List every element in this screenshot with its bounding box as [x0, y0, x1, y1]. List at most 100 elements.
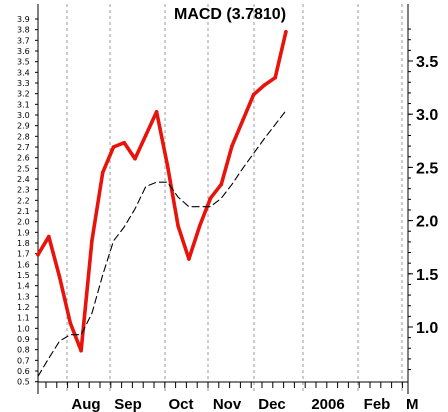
signal-point [253, 153, 254, 154]
signal-line [37, 110, 287, 377]
signal-point [156, 182, 157, 183]
left-tick-label: 1.9 [17, 228, 30, 237]
macd-point [79, 348, 83, 353]
signal-point [48, 358, 49, 359]
left-tick-label: 1.1 [17, 314, 30, 323]
signal-point [37, 376, 38, 377]
left-tick-label: 0.7 [17, 356, 30, 365]
signal-point [145, 186, 146, 187]
x-tick-label-m: M [406, 396, 419, 412]
x-tick-label-aug: Aug [71, 396, 100, 412]
left-tick-label: 3.3 [17, 79, 30, 88]
left-tick-label: 3.6 [17, 47, 30, 56]
left-tick-label: 3.7 [17, 36, 30, 45]
x-tick-label-2006: 2006 [311, 396, 344, 412]
left-tick-label: 2.4 [17, 175, 30, 184]
x-tick-label-dec: Dec [258, 396, 286, 412]
signal-point [124, 226, 125, 227]
signal-point [210, 206, 211, 207]
left-tick-label: 2.7 [17, 143, 30, 152]
signal-point [242, 168, 243, 169]
macd-point [176, 224, 180, 228]
left-tick-label: 3.4 [17, 68, 30, 77]
right-tick-label: 1.5 [416, 267, 438, 284]
left-tick-label: 1.0 [17, 324, 30, 333]
signal-point [70, 334, 71, 335]
right-tick-label: 2.5 [416, 160, 438, 177]
left-tick-label: 3.5 [17, 58, 30, 67]
left-tick-label: 0.8 [17, 346, 30, 355]
x-tick-label-feb: Feb [364, 396, 391, 412]
signal-point [221, 198, 222, 199]
left-tick-label: 2.5 [17, 164, 30, 173]
left-tick-label: 3.9 [17, 15, 30, 24]
left-tick-label: 2.2 [17, 196, 30, 205]
macd-point [165, 163, 170, 167]
left-tick-label: 1.3 [17, 292, 30, 301]
left-tick-label: 1.7 [17, 250, 30, 259]
signal-point [134, 208, 135, 209]
left-tick-label: 2.0 [17, 218, 30, 227]
macd-point [284, 30, 288, 34]
signal-point [199, 206, 200, 207]
signal-point [188, 206, 189, 207]
left-axis: 0.5 0.6 0.70.8 0.9 1.01.1 1.2 1.31.4 1.5 1.61.7 1… [17, 15, 38, 387]
left-tick-label: 3.8 [17, 26, 30, 35]
macd-line [36, 29, 288, 353]
left-tick-label: 3.1 [17, 100, 30, 109]
signal-point [81, 334, 82, 335]
left-tick-label: 1.8 [17, 239, 30, 248]
right-tick-label: 2.0 [416, 214, 438, 231]
macd-point [90, 239, 94, 243]
macd-point [111, 145, 116, 149]
macd-point [133, 156, 137, 161]
left-tick-label: 1.6 [17, 260, 30, 269]
signal-point [113, 240, 114, 241]
signal-point [102, 274, 103, 275]
macd-point [197, 224, 202, 228]
macd-point [100, 170, 105, 175]
x-tick-label-oct: Oct [168, 396, 193, 412]
macd-point [273, 75, 278, 80]
signal-point [285, 110, 286, 111]
signal-point [264, 138, 265, 139]
right-tick-label: 3.0 [416, 107, 438, 124]
macd-point [262, 83, 267, 87]
macd-point [36, 252, 40, 257]
x-tick-label-nov: Nov [213, 396, 242, 412]
right-tick-label: 3.5 [416, 54, 438, 71]
chart-title: MACD (3.7810) [174, 6, 286, 23]
left-tick-label: 1.5 [17, 271, 30, 280]
left-tick-label: 0.6 [17, 367, 30, 376]
macd-point [219, 182, 224, 187]
signal-point [275, 124, 276, 125]
signal-point [59, 341, 60, 342]
macd-point [251, 92, 256, 97]
x-tick-label-sep: Sep [114, 396, 142, 412]
macd-point [122, 140, 126, 145]
macd-point [47, 234, 51, 239]
left-tick-label: 0.9 [17, 335, 30, 344]
right-axis: 1.0 1.5 2.0 2.5 3.0 3.5 [408, 28, 438, 371]
left-tick-label: 1.2 [17, 303, 30, 312]
macd-point [144, 133, 148, 138]
left-tick-label: 2.8 [17, 132, 30, 141]
signal-point [178, 197, 179, 198]
left-tick-label: 0.5 [17, 378, 30, 387]
left-tick-label: 2.1 [17, 207, 30, 216]
signal-point [231, 184, 232, 185]
signal-point [167, 182, 168, 183]
left-tick-label: 3.2 [17, 90, 30, 99]
grid-layer [37, 4, 409, 394]
macd-point [230, 144, 234, 148]
x-axis: Aug Sep Oct Nov Dec 2006 Feb M [45, 382, 419, 412]
macd-point [154, 110, 159, 114]
left-tick-label: 2.6 [17, 154, 30, 163]
macd-point [187, 257, 191, 261]
left-tick-label: 1.4 [17, 282, 30, 291]
series-layer [36, 29, 288, 377]
macd-point [57, 275, 62, 279]
macd-point [241, 118, 245, 123]
